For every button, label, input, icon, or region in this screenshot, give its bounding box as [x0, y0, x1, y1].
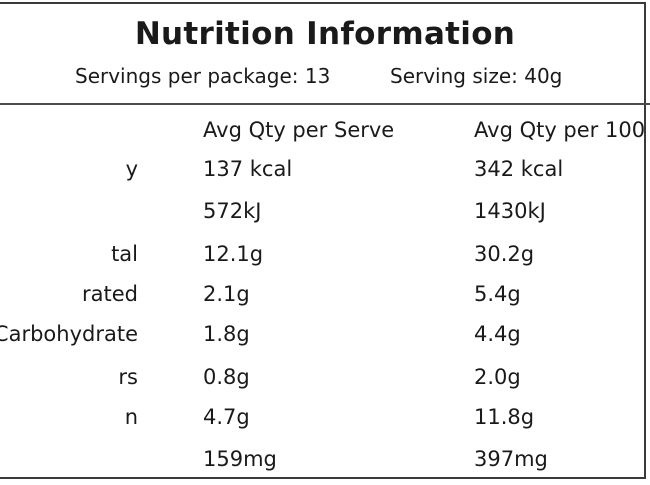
row-label: tal [111, 242, 138, 266]
row-value-per-serve: 1.8g [203, 322, 250, 346]
column-header-per-100g: Avg Qty per 100 [474, 118, 646, 142]
row-value-per-serve: 4.7g [203, 405, 250, 429]
row-value-per-100g: 30.2g [474, 242, 535, 266]
row-value-per-serve: 12.1g [203, 242, 264, 266]
row-value-per-100g: 11.8g [474, 405, 535, 429]
row-value-per-serve: 2.1g [203, 282, 250, 306]
row-label: y [125, 157, 138, 181]
row-value-per-100g: 1430kJ [474, 199, 546, 223]
row-value-per-serve: 137 kcal [203, 157, 293, 181]
row-value-per-serve: 0.8g [203, 365, 250, 389]
row-value-per-100g: 342 kcal [474, 157, 564, 181]
nutrition-panel [0, 2, 646, 479]
row-label: rs [118, 365, 138, 389]
row-value-per-100g: 5.4g [474, 282, 521, 306]
header-divider [0, 103, 650, 105]
serving-size: Serving size: 40g [390, 64, 563, 88]
column-header-per-serve: Avg Qty per Serve [203, 118, 395, 142]
row-value-per-100g: 397mg [474, 447, 548, 471]
servings-per-package: Servings per package: 13 [75, 64, 331, 88]
row-label: n [124, 405, 138, 429]
row-value-per-100g: 4.4g [474, 322, 521, 346]
row-label: rated [82, 282, 138, 306]
row-value-per-serve: 572kJ [203, 199, 262, 223]
row-value-per-serve: 159mg [203, 447, 277, 471]
row-label: Carbohydrate [0, 322, 138, 346]
panel-title: Nutrition Information [134, 16, 516, 52]
row-value-per-100g: 2.0g [474, 365, 521, 389]
